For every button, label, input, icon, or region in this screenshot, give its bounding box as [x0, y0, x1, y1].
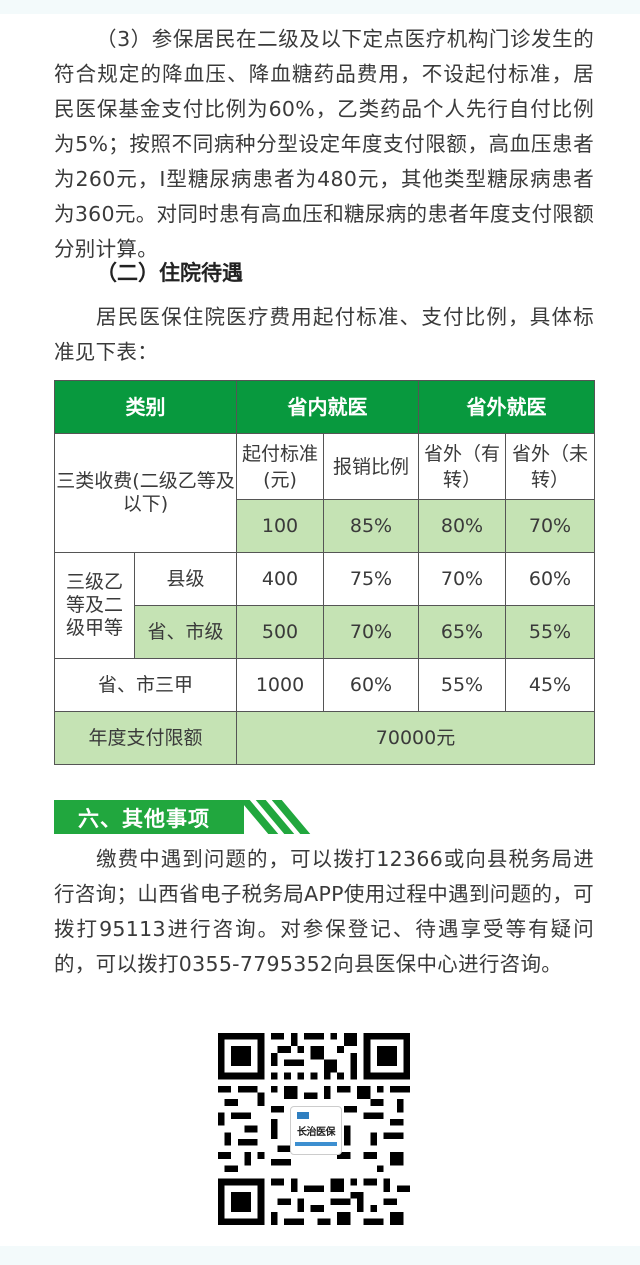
row-category-top-tier: 省、市三甲: [54, 658, 237, 712]
table-row: 省、市三甲 1000 60% 55% 45%: [54, 658, 595, 712]
subheader-deductible: 起付标准(元): [236, 433, 324, 500]
annual-limit-value: 70000元: [236, 711, 595, 765]
table-header-row: 类别 省内就医 省外就医: [54, 380, 595, 434]
table-subheader-row: 三类收费(二级乙等及以下) 起付标准(元) 报销比例 省外（有转） 省外（未转）: [54, 433, 595, 553]
qr-code[interactable]: 长治医保: [218, 1033, 410, 1225]
cell-out-referred: 65%: [418, 605, 506, 659]
cell-deductible: 1000: [236, 658, 324, 712]
cell-out-not-referred: 70%: [505, 499, 595, 553]
cell-out-referred: 80%: [418, 499, 506, 553]
inpatient-intro: 居民医保住院医疗费用起付标准、支付比例，具体标准见下表：: [54, 305, 594, 364]
outpatient-paragraph: （3）参保居民在二级及以下定点医疗机构门诊发生的符合规定的降血压、降血糖药品费用…: [54, 27, 594, 261]
table-row: 省、市级 500 70% 65% 55%: [55, 605, 595, 659]
banner-bar: [54, 800, 244, 834]
top-strip: [0, 0, 640, 14]
inpatient-heading: （二）住院待遇: [96, 261, 243, 285]
row-category-province-city: 省、市级: [134, 605, 237, 659]
subheader-out-referred: 省外（有转）: [418, 433, 506, 500]
bottom-strip: [0, 1246, 640, 1265]
qr-logo-text: 长治医保: [297, 1127, 336, 1138]
row-category-tier3: 三类收费(二级乙等及以下): [54, 433, 237, 553]
cell-out-not-referred: 60%: [505, 552, 595, 606]
row-category-county: 县级: [134, 552, 237, 606]
cell-out-not-referred: 55%: [505, 605, 595, 659]
other-matters-paragraph: 缴费中遇到问题的，可以拨打12366或向县税务局进行咨询；山西省电子税务局APP…: [54, 847, 594, 976]
banner-label: 六、其他事项: [78, 807, 210, 831]
table-row: 100 85% 80% 70%: [55, 499, 595, 553]
inpatient-rates-table: 类别 省内就医 省外就医 三类收费(二级乙等及以下) 起付标准(元) 报销比例 …: [54, 380, 595, 765]
header-in-province: 省内就医: [236, 380, 419, 434]
logo-badge-icon: [297, 1112, 309, 1119]
table-row: 三级乙等及二级甲等 县级 400 75% 70% 60%: [54, 552, 595, 659]
cell-deductible: 500: [236, 605, 324, 659]
header-category: 类别: [54, 380, 237, 434]
cell-ratio: 75%: [323, 552, 419, 606]
table-row-annual-limit: 年度支付限额 70000元: [54, 711, 595, 765]
row-group-label: 三级乙等及二级甲等: [54, 552, 135, 659]
header-out-province: 省外就医: [418, 380, 595, 434]
cell-out-referred: 55%: [418, 658, 506, 712]
cell-deductible: 100: [236, 499, 324, 553]
cell-ratio: 85%: [323, 499, 419, 553]
cell-ratio: 70%: [323, 605, 419, 659]
cell-out-referred: 70%: [418, 552, 506, 606]
subheader-reimburse-ratio: 报销比例: [323, 433, 419, 500]
subheader-out-not-referred: 省外（未转）: [505, 433, 595, 500]
cell-deductible: 400: [236, 552, 324, 606]
cell-out-not-referred: 45%: [505, 658, 595, 712]
logo-bar-decoration: [295, 1142, 337, 1146]
annual-limit-label: 年度支付限额: [54, 711, 237, 765]
cell-ratio: 60%: [323, 658, 419, 712]
qr-logo: 长治医保: [290, 1106, 342, 1155]
